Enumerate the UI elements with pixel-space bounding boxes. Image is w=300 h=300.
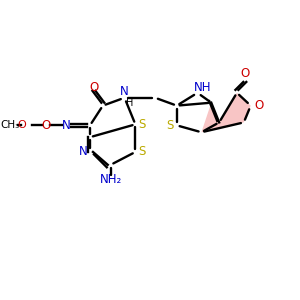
Text: O: O [18,120,26,130]
Text: NH₂: NH₂ [100,173,122,186]
Text: S: S [139,118,146,131]
Text: H: H [126,98,133,108]
Text: N: N [62,119,71,132]
Text: O: O [41,119,50,132]
Text: O: O [254,99,263,112]
Text: S: S [166,119,174,132]
Text: O: O [89,81,99,94]
Text: S: S [139,146,146,158]
Text: O: O [240,67,249,80]
Text: N: N [79,146,88,158]
Text: CH₃: CH₃ [1,120,20,130]
Text: NH: NH [194,81,211,94]
Text: N: N [120,85,129,98]
Polygon shape [201,93,251,132]
